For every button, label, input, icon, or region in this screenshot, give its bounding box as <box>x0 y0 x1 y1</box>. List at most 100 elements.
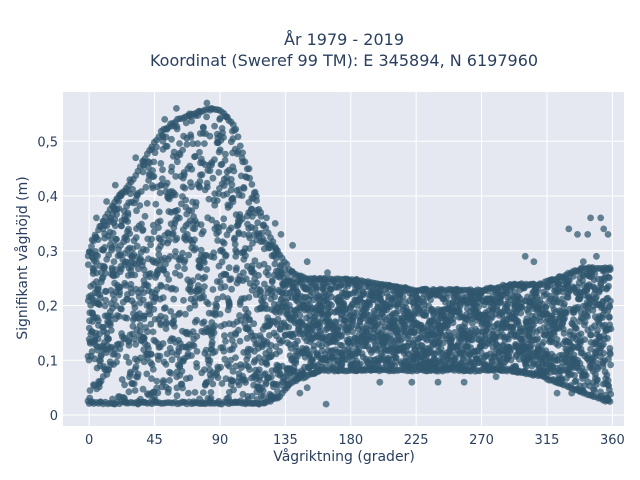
data-point <box>199 389 207 396</box>
data-point <box>313 286 320 294</box>
data-point <box>163 270 171 278</box>
data-point <box>317 303 325 311</box>
data-point <box>604 231 612 238</box>
data-point <box>172 286 180 293</box>
data-point <box>568 389 576 397</box>
data-point <box>182 119 190 127</box>
data-point <box>159 294 167 302</box>
data-point <box>141 212 149 220</box>
data-point <box>592 370 599 378</box>
data-point <box>231 240 239 248</box>
data-point <box>469 320 476 327</box>
data-point <box>150 158 158 166</box>
data-point <box>600 349 607 357</box>
data-point <box>173 158 181 166</box>
data-point <box>96 301 103 309</box>
data-point <box>241 376 249 384</box>
x-tick-label: 270 <box>469 433 494 448</box>
data-point <box>155 251 163 258</box>
data-point <box>447 317 455 324</box>
data-point <box>569 273 577 280</box>
data-point <box>449 334 456 341</box>
data-point <box>161 314 169 321</box>
data-point <box>246 245 253 252</box>
data-point <box>172 173 180 180</box>
data-point <box>156 189 164 197</box>
data-point <box>584 231 592 238</box>
data-point <box>236 337 244 345</box>
data-point <box>140 315 148 323</box>
data-point <box>604 335 611 342</box>
data-point <box>563 293 571 301</box>
data-point <box>252 192 260 200</box>
data-point <box>145 270 153 278</box>
data-point <box>206 167 214 175</box>
data-point <box>193 360 200 367</box>
data-point <box>217 363 225 371</box>
data-point <box>115 205 123 212</box>
data-point <box>225 299 233 307</box>
data-point <box>255 366 263 374</box>
data-point <box>222 337 229 345</box>
data-point <box>209 286 217 293</box>
data-point <box>262 359 270 367</box>
data-point <box>189 328 197 336</box>
data-point <box>600 225 608 233</box>
data-point <box>191 153 199 160</box>
data-point <box>587 331 594 339</box>
data-point <box>155 208 163 216</box>
data-point <box>107 327 115 334</box>
data-point <box>254 219 262 227</box>
data-point <box>597 388 604 396</box>
data-point <box>231 126 238 134</box>
data-point <box>166 377 173 384</box>
data-point <box>246 174 254 182</box>
data-point <box>151 149 159 157</box>
data-point <box>571 372 578 379</box>
data-point <box>174 263 182 270</box>
data-point <box>292 343 300 350</box>
y-tick-label: 0,2 <box>37 300 58 315</box>
data-point <box>131 387 139 394</box>
x-tick-label: 135 <box>273 433 298 448</box>
x-tick-label: 0 <box>85 433 93 448</box>
data-point <box>203 179 211 187</box>
data-point <box>333 325 341 333</box>
data-point <box>171 191 179 199</box>
data-point <box>605 325 613 333</box>
data-point <box>113 358 120 366</box>
data-point <box>143 370 151 378</box>
data-point <box>148 235 156 243</box>
data-point <box>296 389 304 397</box>
data-point <box>173 234 181 242</box>
data-point <box>148 375 155 382</box>
data-point <box>225 264 233 272</box>
data-point <box>475 303 483 311</box>
data-point <box>399 293 407 301</box>
data-point <box>216 278 224 286</box>
data-point <box>207 389 215 396</box>
data-point <box>303 384 311 392</box>
data-point <box>401 320 408 328</box>
data-point <box>203 298 211 306</box>
chart-title-line-2: Koordinat (Sweref 99 TM): E 345894, N 61… <box>150 51 538 70</box>
data-point <box>96 291 104 299</box>
data-point <box>93 278 100 285</box>
data-point <box>253 279 260 287</box>
data-point <box>392 354 400 362</box>
data-point <box>165 385 173 393</box>
data-point <box>211 122 219 130</box>
data-point <box>248 392 256 400</box>
data-point <box>168 135 175 143</box>
data-point <box>215 169 223 176</box>
data-point <box>376 378 384 386</box>
data-point <box>553 336 561 343</box>
data-point <box>161 304 169 312</box>
data-point <box>587 345 594 353</box>
data-point <box>373 360 381 368</box>
data-point <box>140 335 148 343</box>
data-point <box>251 257 259 265</box>
data-point <box>207 105 215 112</box>
data-point <box>150 228 158 236</box>
data-point <box>199 319 206 327</box>
